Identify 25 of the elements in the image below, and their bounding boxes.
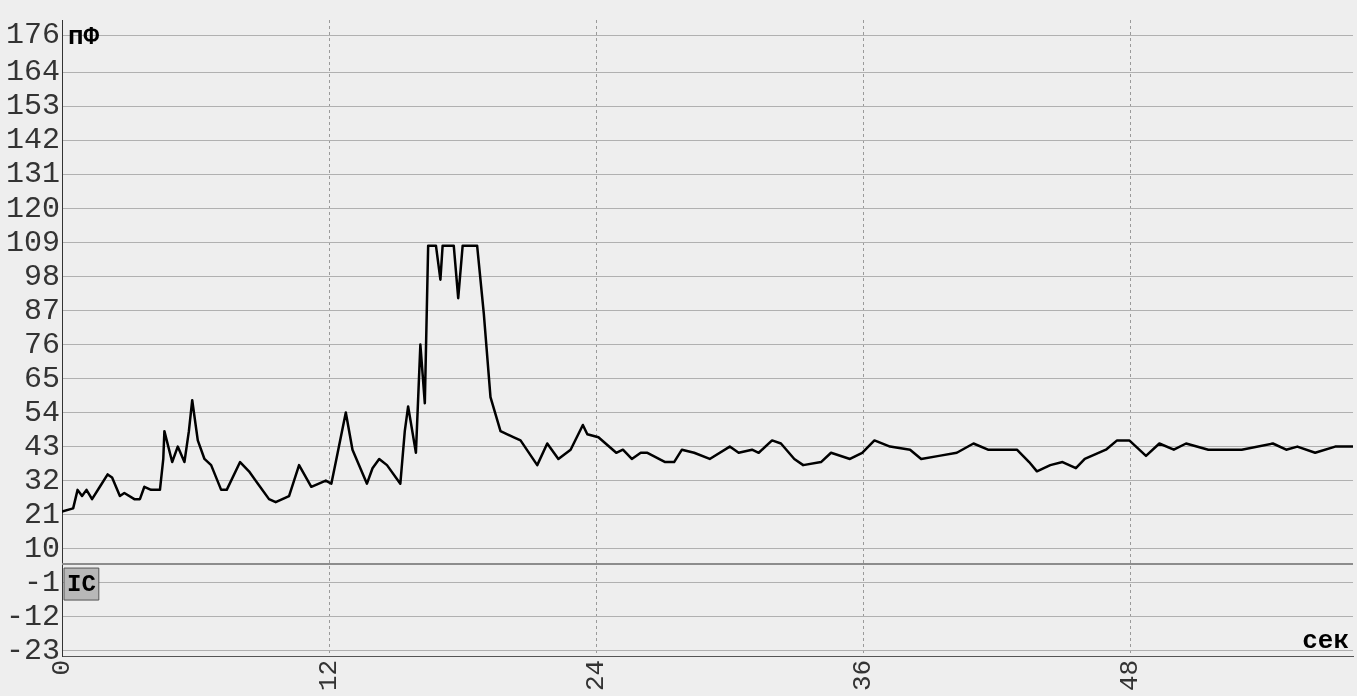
y-tick-label: 65 [23,361,61,396]
y-tick-label: 43 [23,429,61,464]
x-tick-label: 24 [581,659,612,692]
y-tick-label: 98 [23,259,61,294]
annotation: IC [67,571,96,599]
y-tick-label: 32 [23,463,61,498]
y-tick-label: 76 [23,327,61,362]
y-tick-label: 153 [5,89,61,124]
y-tick-label: 21 [23,497,61,532]
y-tick-label: 10 [23,531,61,566]
x-tick-label: 36 [848,659,879,692]
y-tick-label: 131 [5,157,61,192]
y-tick-label: 109 [5,225,61,260]
x-tick-label: 48 [1115,659,1146,692]
y-tick-label: 176 [5,18,61,53]
y-tick-label: 120 [5,191,61,226]
y-tick-label: -1 [23,565,61,600]
y-tick-label: 87 [23,293,61,328]
x-tick-label: 12 [314,659,344,692]
x-axis-title: сек [1302,626,1349,657]
y-axis-title: пФ [68,21,100,52]
y-tick-label: 142 [5,123,61,158]
y-tick-label: 54 [23,395,61,430]
y-tick-label: 164 [5,55,61,90]
y-tick-label: -12 [5,599,61,634]
